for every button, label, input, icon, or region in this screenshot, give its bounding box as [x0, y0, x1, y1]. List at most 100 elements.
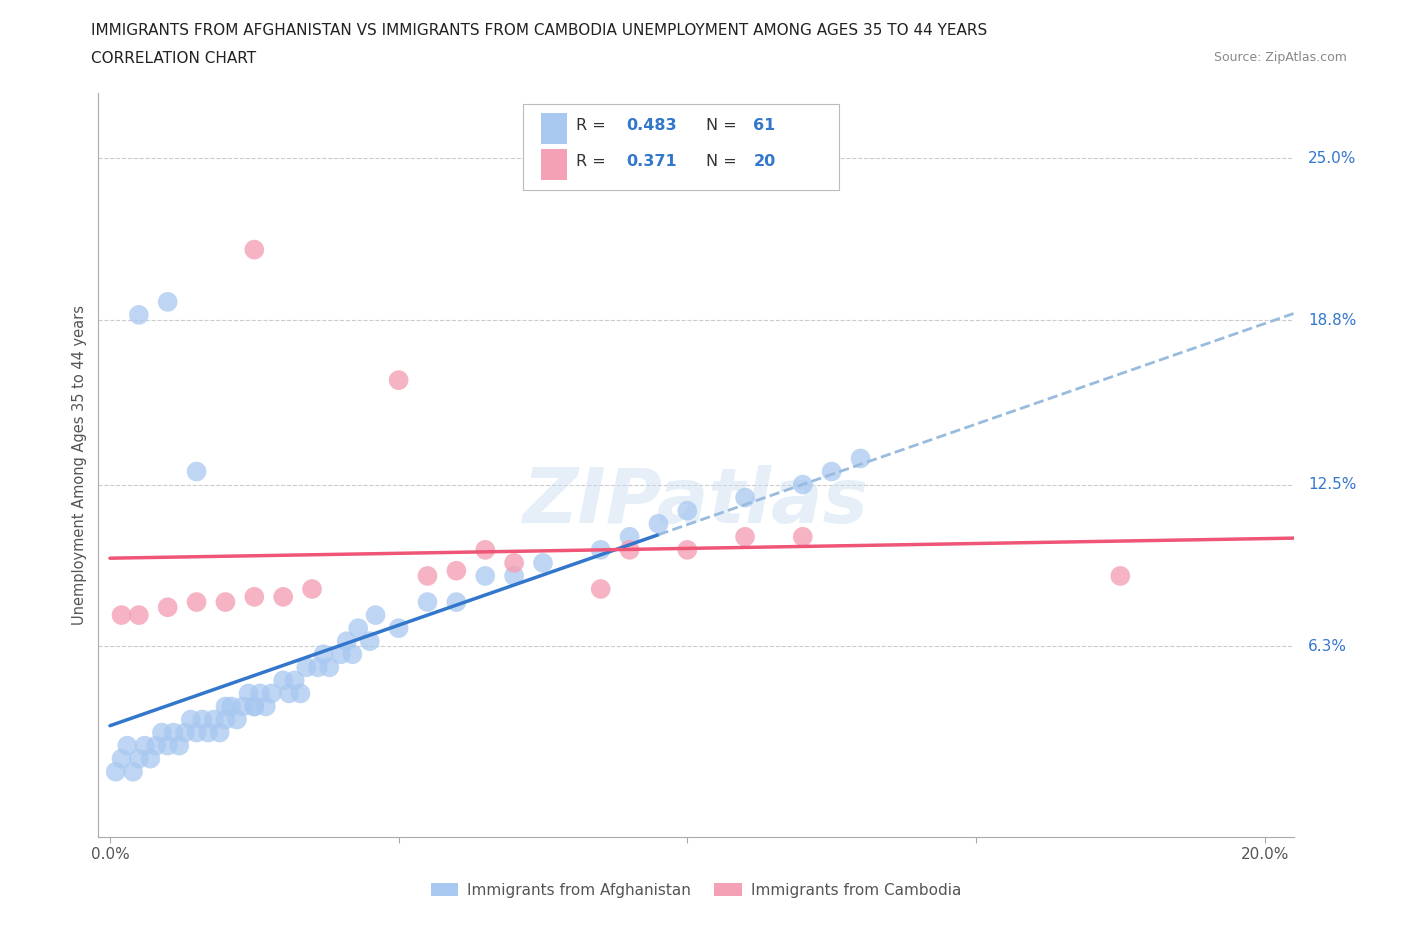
Point — [162, 725, 184, 740]
Point — [388, 620, 411, 635]
Point — [1109, 568, 1132, 583]
Point — [104, 764, 127, 779]
Point — [174, 725, 197, 740]
Point — [202, 712, 225, 727]
Text: 12.5%: 12.5% — [1308, 477, 1357, 492]
Point — [295, 660, 318, 675]
Point — [249, 686, 271, 701]
Text: R =: R = — [576, 153, 612, 169]
Point — [110, 751, 132, 766]
Point — [156, 600, 179, 615]
Point — [186, 594, 208, 609]
Text: 6.3%: 6.3% — [1308, 639, 1347, 654]
Point — [792, 477, 814, 492]
Point — [359, 633, 381, 648]
Point — [503, 555, 526, 570]
Point — [589, 581, 612, 596]
Text: CORRELATION CHART: CORRELATION CHART — [91, 51, 256, 66]
Point — [180, 712, 202, 727]
Point — [676, 542, 699, 557]
Point — [271, 590, 294, 604]
Point — [128, 751, 150, 766]
Point — [191, 712, 214, 727]
Point — [474, 542, 496, 557]
Point — [134, 738, 156, 753]
Point — [446, 594, 468, 609]
Point — [734, 490, 756, 505]
Point — [647, 516, 669, 531]
Point — [849, 451, 872, 466]
Point — [156, 738, 179, 753]
Point — [167, 738, 190, 753]
Point — [278, 686, 301, 701]
Point — [589, 542, 612, 557]
FancyBboxPatch shape — [541, 113, 567, 144]
Point — [226, 712, 249, 727]
Point — [238, 686, 260, 701]
Point — [446, 564, 468, 578]
Point — [619, 529, 641, 544]
Text: Source: ZipAtlas.com: Source: ZipAtlas.com — [1213, 51, 1347, 64]
Point — [139, 751, 162, 766]
Point — [243, 699, 266, 714]
Point — [156, 295, 179, 310]
Point — [186, 464, 208, 479]
Point — [243, 590, 266, 604]
Point — [792, 529, 814, 544]
Point — [214, 712, 236, 727]
Point — [347, 620, 370, 635]
Point — [820, 464, 842, 479]
Text: 20: 20 — [754, 153, 776, 169]
Point — [342, 647, 364, 662]
FancyBboxPatch shape — [541, 149, 567, 180]
Text: 61: 61 — [754, 118, 776, 133]
FancyBboxPatch shape — [523, 104, 839, 190]
Text: N =: N = — [706, 153, 741, 169]
Point — [416, 568, 439, 583]
Point — [214, 699, 236, 714]
Point — [301, 581, 323, 596]
Point — [145, 738, 167, 753]
Point — [117, 738, 139, 753]
Point — [474, 568, 496, 583]
Point — [307, 660, 329, 675]
Text: 18.8%: 18.8% — [1308, 312, 1357, 327]
Point — [150, 725, 173, 740]
Point — [128, 308, 150, 323]
Point — [219, 699, 242, 714]
Point — [214, 594, 236, 609]
Point — [503, 568, 526, 583]
Point — [110, 607, 132, 622]
Text: 0.371: 0.371 — [627, 153, 678, 169]
Legend: Immigrants from Afghanistan, Immigrants from Cambodia: Immigrants from Afghanistan, Immigrants … — [425, 876, 967, 904]
Point — [318, 660, 340, 675]
Point — [284, 673, 307, 688]
Text: 25.0%: 25.0% — [1308, 151, 1357, 166]
Point — [243, 699, 266, 714]
Point — [336, 633, 359, 648]
Point — [416, 594, 439, 609]
Point — [271, 673, 294, 688]
Point — [531, 555, 554, 570]
Text: 0.483: 0.483 — [627, 118, 678, 133]
Point — [128, 607, 150, 622]
Point — [186, 725, 208, 740]
Point — [254, 699, 277, 714]
Point — [312, 647, 335, 662]
Point — [122, 764, 145, 779]
Point — [734, 529, 756, 544]
Point — [197, 725, 219, 740]
Point — [290, 686, 312, 701]
Text: IMMIGRANTS FROM AFGHANISTAN VS IMMIGRANTS FROM CAMBODIA UNEMPLOYMENT AMONG AGES : IMMIGRANTS FROM AFGHANISTAN VS IMMIGRANT… — [91, 23, 987, 38]
Text: N =: N = — [706, 118, 741, 133]
Point — [329, 647, 352, 662]
Point — [232, 699, 254, 714]
Point — [260, 686, 283, 701]
Text: R =: R = — [576, 118, 612, 133]
Point — [364, 607, 387, 622]
Text: ZIPatlas: ZIPatlas — [523, 465, 869, 539]
Point — [208, 725, 231, 740]
Point — [388, 373, 411, 388]
Point — [243, 242, 266, 257]
Point — [676, 503, 699, 518]
